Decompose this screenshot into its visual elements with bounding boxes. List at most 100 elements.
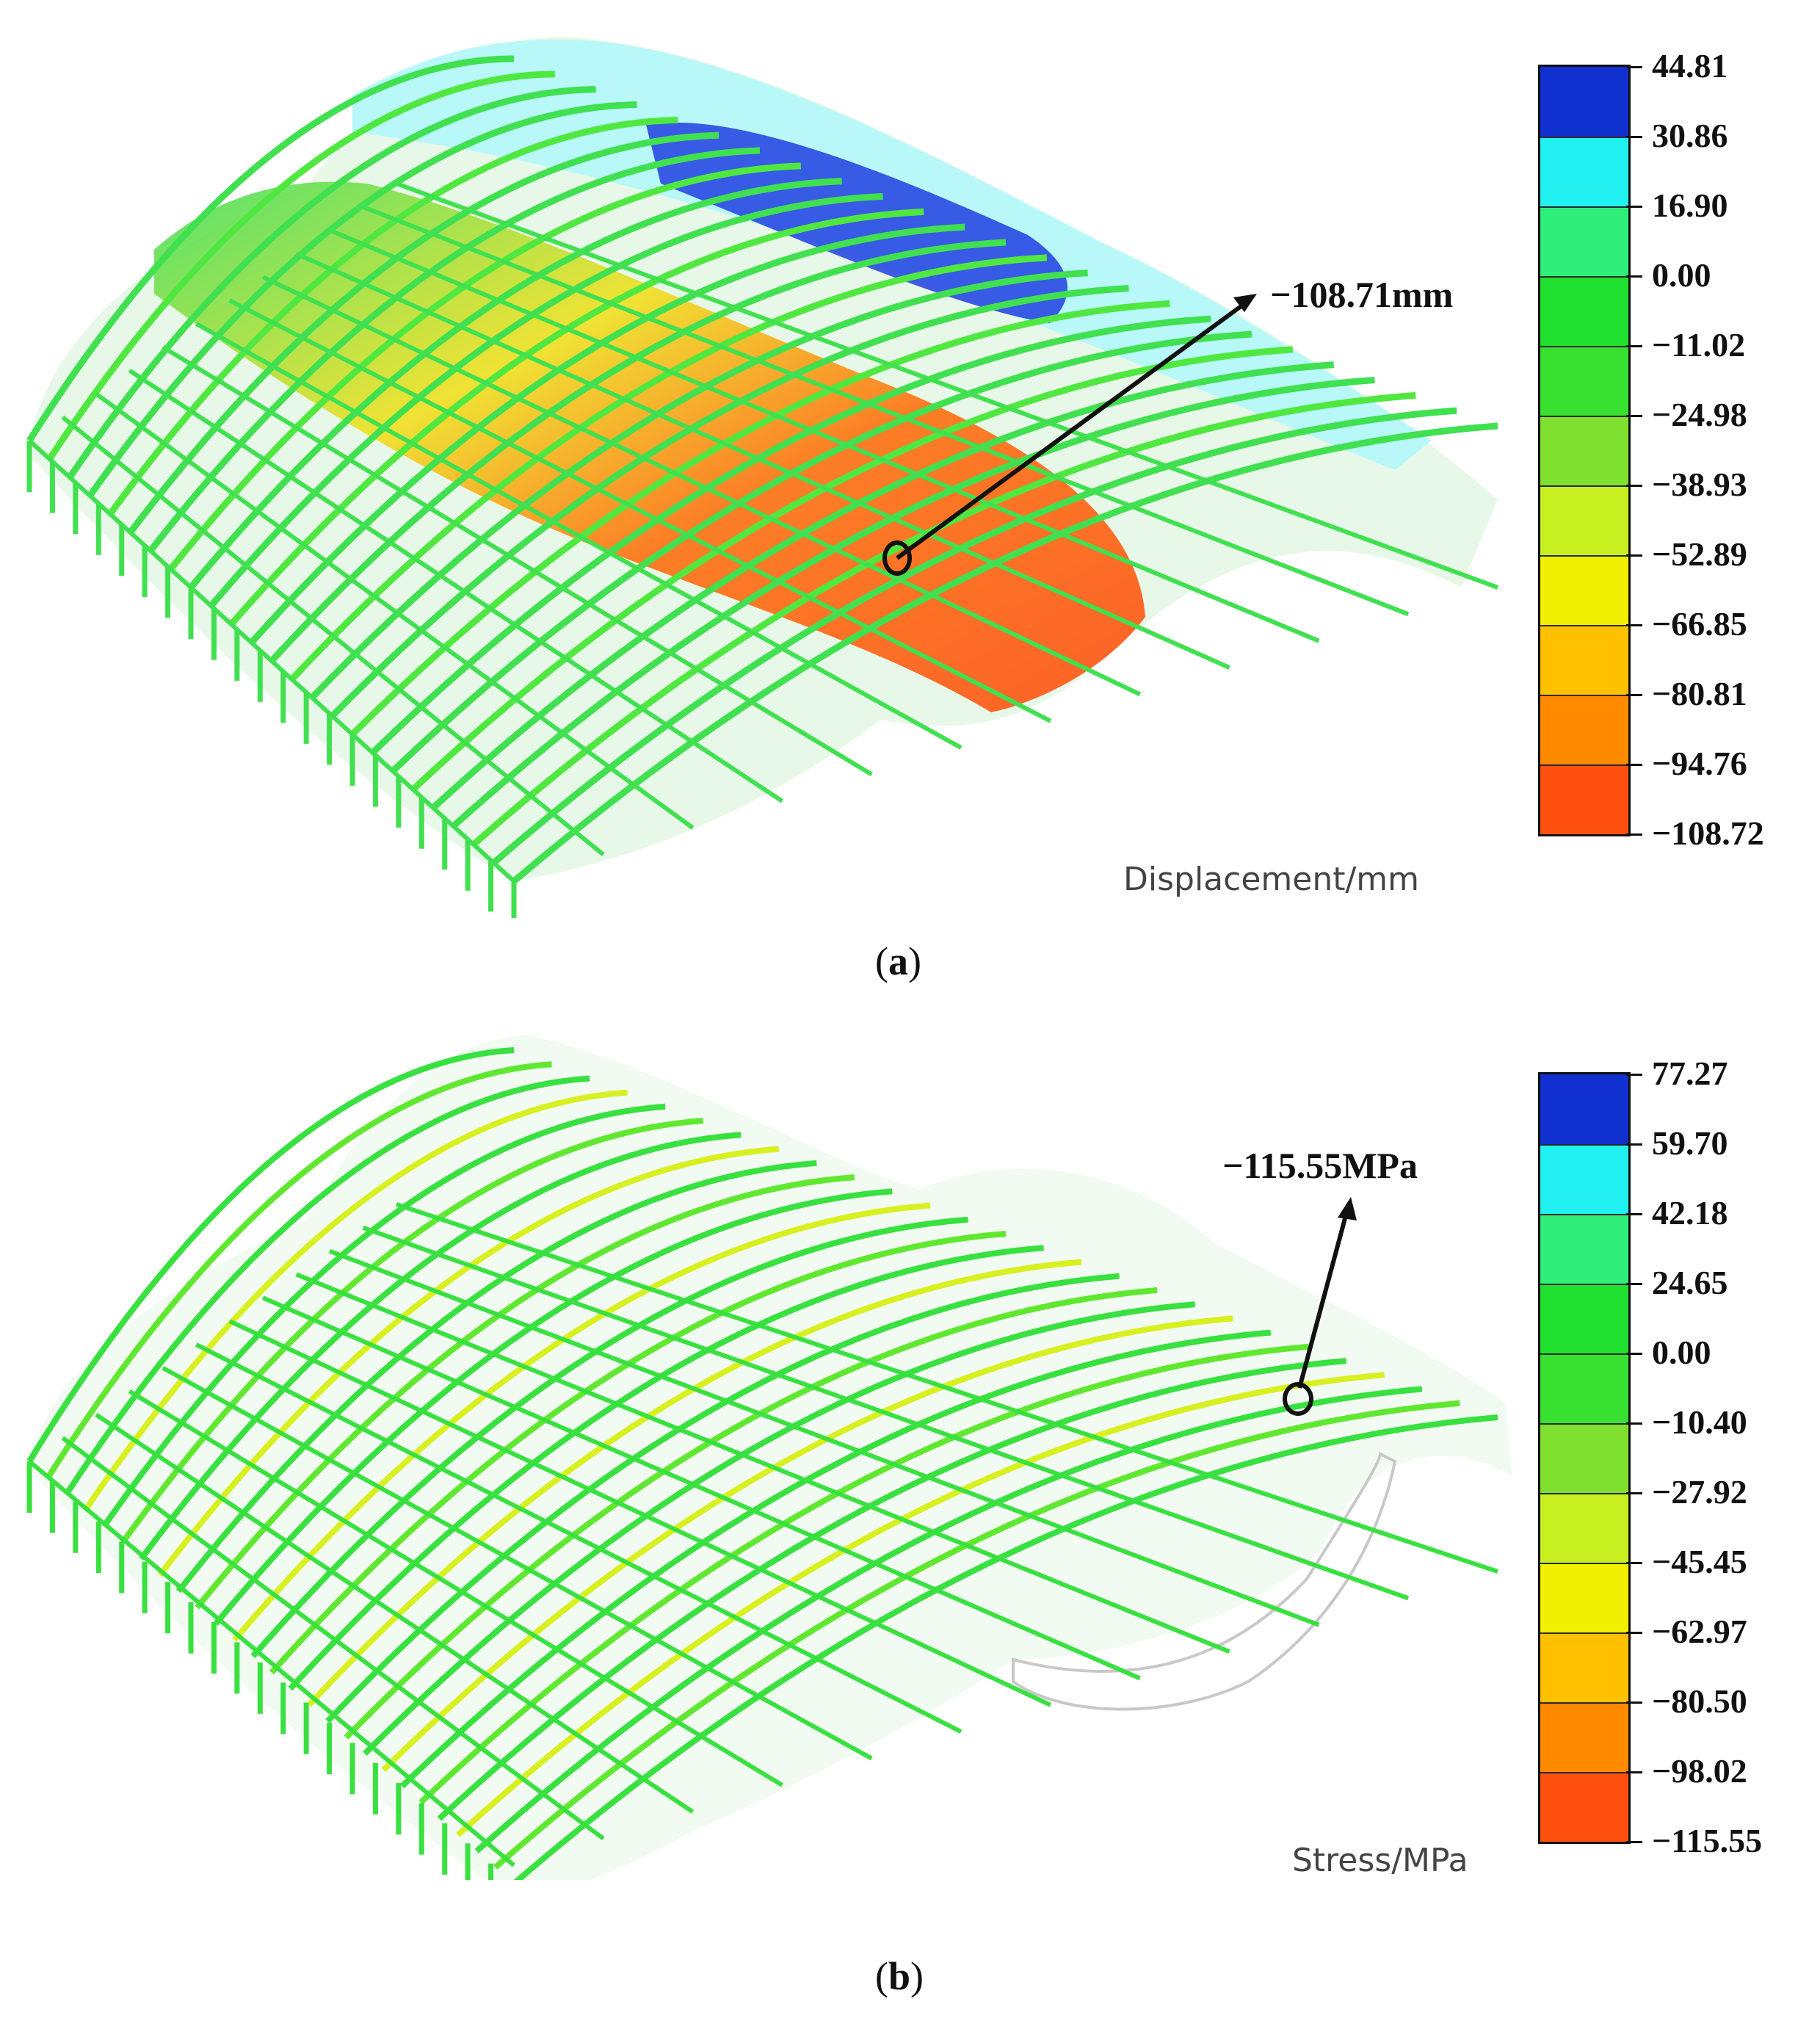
displacement-structure-model bbox=[26, 37, 1499, 918]
frame-purlin bbox=[295, 1272, 1230, 1654]
colorbar-tick bbox=[1626, 1771, 1642, 1773]
annotation-arrow bbox=[1297, 1209, 1349, 1389]
colorbar-tick-label: 59.70 bbox=[1652, 1124, 1728, 1162]
frame-purlin bbox=[95, 1412, 695, 1814]
frame-arch bbox=[330, 285, 1129, 719]
frame-purlin bbox=[261, 275, 1142, 697]
colorbar-tick bbox=[1626, 1143, 1642, 1146]
colorbar-band bbox=[1540, 416, 1628, 485]
colorbar-tick-label: −62.97 bbox=[1652, 1613, 1747, 1650]
frame-arch bbox=[451, 377, 1375, 829]
frame-purlin bbox=[162, 1366, 873, 1761]
colorbar-tick-label: 30.86 bbox=[1652, 117, 1728, 154]
frame-purlin bbox=[329, 1248, 1320, 1627]
annotation-arrowhead bbox=[1338, 1197, 1357, 1220]
frame-arch bbox=[26, 55, 515, 443]
frame-purlin bbox=[61, 415, 605, 856]
colorbar-band bbox=[1540, 1772, 1628, 1842]
frame-arch bbox=[381, 1315, 1233, 1773]
frame-arch bbox=[87, 101, 637, 498]
frame-arch bbox=[250, 1216, 968, 1659]
frame-arch bbox=[209, 193, 883, 608]
colorbar-tick-label: −45.45 bbox=[1652, 1543, 1747, 1580]
annotation-marker bbox=[1283, 1382, 1313, 1416]
frame-arch bbox=[213, 1188, 893, 1626]
colorbar-tick-label: −11.02 bbox=[1652, 326, 1746, 364]
frame-arch bbox=[101, 1103, 666, 1528]
frame-purlin bbox=[362, 205, 1410, 617]
colorbar-tick bbox=[1626, 554, 1642, 557]
annotation-arrowhead bbox=[1233, 294, 1257, 312]
frame-arch bbox=[26, 1047, 515, 1464]
frame-arch bbox=[120, 1118, 703, 1544]
colorbar-tick bbox=[1626, 624, 1642, 626]
frame-arch bbox=[232, 1202, 931, 1642]
colorbar-tick bbox=[1626, 1213, 1642, 1215]
caption-a: (a) bbox=[875, 939, 921, 983]
max-stress-annotation: −115.55MPa bbox=[1222, 1145, 1418, 1186]
frame-arch bbox=[363, 1301, 1196, 1756]
frame-arch bbox=[390, 330, 1252, 774]
colorbar-tick bbox=[1626, 1074, 1642, 1076]
colorbar-tick-label: −98.02 bbox=[1652, 1752, 1747, 1790]
frame-arch bbox=[370, 315, 1211, 756]
frame-arch bbox=[418, 1343, 1309, 1805]
frame-arch bbox=[399, 1329, 1272, 1789]
max-displacement-annotation: −108.71mm bbox=[1270, 274, 1454, 315]
stress-legend-title: Stress/MPa bbox=[1292, 1842, 1468, 1879]
frame-arch bbox=[67, 86, 596, 480]
colorbar-tick-label: −24.98 bbox=[1652, 396, 1747, 433]
frame-arch bbox=[513, 1414, 1498, 1880]
colorbar-tick bbox=[1626, 275, 1642, 278]
frame-purlin bbox=[61, 1436, 605, 1841]
frame-arch bbox=[512, 422, 1498, 884]
colorbar-tick-label: 16.90 bbox=[1652, 187, 1728, 224]
colorbar-band bbox=[1540, 1632, 1628, 1702]
frame-arch bbox=[349, 300, 1170, 737]
colorbar-tick-label: −52.89 bbox=[1652, 535, 1747, 573]
colorbar-band bbox=[1540, 764, 1628, 834]
colorbar-tick-label: 0.00 bbox=[1652, 1334, 1711, 1371]
frame-arch bbox=[344, 1287, 1158, 1740]
colorbar-tick-label: 24.65 bbox=[1652, 1264, 1728, 1301]
frame-arch bbox=[167, 162, 801, 571]
colorbar-tick bbox=[1626, 833, 1642, 836]
colorbar-tick bbox=[1626, 694, 1642, 696]
displacement-colorbar bbox=[1538, 65, 1631, 836]
colorbar-tick bbox=[1626, 1632, 1642, 1634]
frame-arch bbox=[474, 1386, 1423, 1854]
frame-arch bbox=[228, 208, 924, 626]
colorbar-band bbox=[1540, 625, 1628, 695]
colorbar-tick bbox=[1626, 1701, 1642, 1704]
frame-arch bbox=[288, 1245, 1044, 1691]
colorbar-tick bbox=[1626, 1492, 1642, 1494]
colorbar-tick-label: −115.55 bbox=[1652, 1822, 1763, 1859]
annotation-arrow bbox=[896, 299, 1250, 560]
frame-arch bbox=[64, 1075, 590, 1496]
colorbar-band bbox=[1540, 1493, 1628, 1563]
colorbar-band bbox=[1540, 1353, 1628, 1423]
frame-arch bbox=[175, 1160, 817, 1594]
colorbar-tick bbox=[1626, 1841, 1642, 1843]
colorbar-band bbox=[1540, 206, 1628, 276]
frame-arch bbox=[309, 270, 1088, 701]
frame-arch bbox=[430, 361, 1334, 811]
colorbar-tick-label: 44.81 bbox=[1652, 47, 1728, 84]
frame-arch bbox=[437, 1358, 1347, 1821]
frame-purlin bbox=[295, 251, 1230, 670]
colorbar-tick bbox=[1626, 1283, 1642, 1285]
colorbar-tick bbox=[1626, 66, 1642, 68]
stress-structure-model bbox=[26, 1035, 1512, 1880]
panel-stress: −115.55MPa 77.27 59.70 42.18 24.65 0.00 −10.4… bbox=[0, 1021, 1820, 1880]
colorbar-tick-label: −80.81 bbox=[1652, 675, 1747, 712]
colorbar-band bbox=[1540, 346, 1628, 416]
displacement-legend-title: Displacement/mm bbox=[1123, 861, 1420, 898]
frame-purlin bbox=[128, 369, 784, 803]
frame-purlin bbox=[162, 345, 873, 777]
colorbar-band bbox=[1540, 276, 1628, 346]
colorbar-band bbox=[1540, 695, 1628, 764]
colorbar-band bbox=[1540, 1214, 1628, 1284]
colorbar-band bbox=[1540, 137, 1628, 206]
colorbar-tick bbox=[1626, 206, 1642, 208]
frame-arch bbox=[325, 1273, 1120, 1724]
